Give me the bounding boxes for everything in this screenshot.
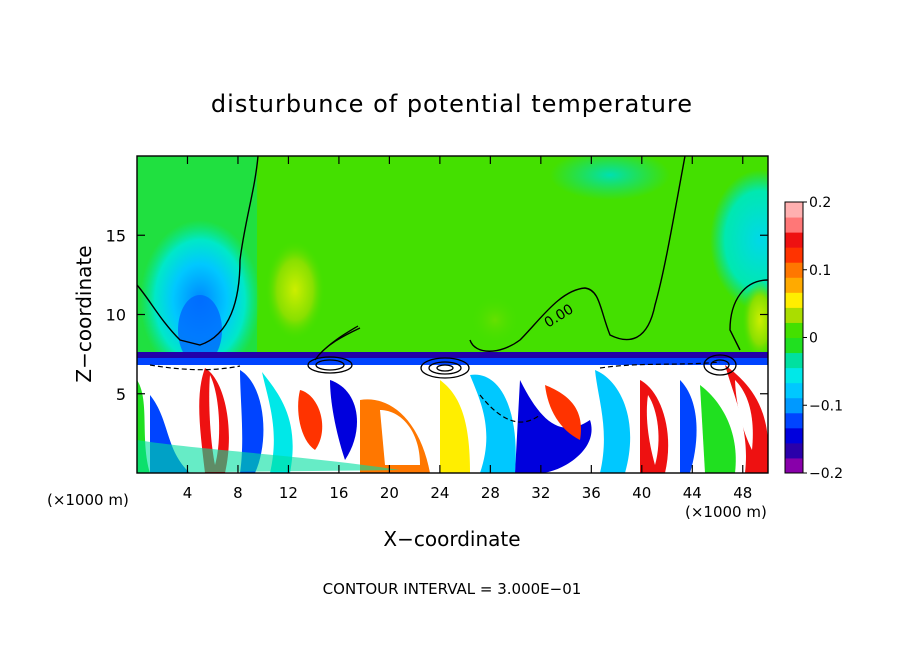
warm-anomaly: [265, 240, 325, 340]
dashed-contour-3: [479, 394, 541, 423]
colorbar-swatch: [785, 352, 803, 369]
colorbar-swatch: [785, 247, 803, 263]
colorbar-tick-label: 0.1: [809, 263, 831, 279]
y-tick-label: 15: [106, 226, 126, 245]
y-axis-label: Z−coordinate: [72, 245, 96, 382]
green-patch-1: [470, 295, 520, 345]
colorbar-tick-label: −0.1: [809, 398, 843, 414]
interface-band-navy: [137, 352, 768, 360]
colorbar-swatch: [785, 412, 803, 429]
colorbar-swatch: [785, 427, 803, 444]
contour-cluster-1: [307, 325, 361, 374]
colorbar-swatch: [785, 367, 803, 384]
zero-contour-3: [729, 279, 768, 351]
y-tick-label: 10: [106, 306, 126, 325]
colorbar-swatch: [785, 442, 803, 459]
turbulent-eddies: [137, 365, 768, 473]
plot-area: 0.00: [137, 156, 768, 473]
zero-contour-1: [137, 156, 259, 346]
colorbar-swatch: [785, 217, 803, 233]
x-tick-label: 28: [481, 484, 500, 502]
cyan-anomaly-right: [710, 170, 768, 310]
green-patch-2: [742, 280, 768, 360]
x-tick-label: 32: [531, 484, 550, 502]
y-axis-ticks: 5 10 15: [106, 226, 768, 404]
cyan-anomaly-left-core: [178, 295, 222, 365]
colorbar-swatch: [785, 232, 803, 248]
colorbar-tick-label: 0.2: [809, 195, 831, 211]
contour-cluster-2: [420, 357, 470, 379]
x-tick-label: 20: [380, 484, 399, 502]
colorbar-swatch: [785, 382, 803, 399]
colorbar-swatch: [785, 457, 803, 474]
colorbar-swatch: [785, 277, 803, 293]
colorbar-swatch: [785, 322, 803, 338]
y-tick-label: 5: [116, 385, 126, 404]
colorbar-swatch: [785, 292, 803, 308]
teal-patch: [550, 156, 670, 200]
x-tick-label: 4: [183, 484, 193, 502]
x-axis-ticks: 4 8 12 16 20 24 28 32 36 40 44 48: [183, 156, 752, 502]
x-unit-left: (×1000 m): [47, 491, 129, 509]
zero-contour-2: [469, 156, 686, 352]
x-axis-label: X−coordinate: [383, 527, 520, 551]
x-tick-label: 36: [582, 484, 601, 502]
colorbar-swatch: [785, 202, 803, 218]
colorbar-tick-label: −0.2: [809, 466, 843, 482]
x-tick-label: 24: [430, 484, 449, 502]
x-tick-label: 48: [733, 484, 752, 502]
colorbar-swatch: [785, 337, 803, 354]
x-tick-label: 16: [329, 484, 348, 502]
colorbar-tick-label: 0: [809, 331, 818, 347]
x-tick-label: 12: [279, 484, 298, 502]
chart-title: disturbunce of potential temperature: [211, 90, 693, 118]
x-unit-right: (×1000 m): [685, 503, 767, 521]
dashed-contour-1: [149, 364, 241, 371]
x-tick-label: 8: [233, 484, 243, 502]
x-tick-label: 44: [683, 484, 702, 502]
contour-interval-note: CONTOUR INTERVAL = 3.000E−01: [323, 580, 582, 598]
dashed-contour-2: [599, 361, 721, 369]
colorbar-ticks: 0.2 0.1 0 −0.1 −0.2: [803, 195, 843, 482]
colorbar: [785, 202, 803, 474]
interface-band-blue: [137, 358, 768, 365]
colorbar-swatch: [785, 262, 803, 278]
colorbar-swatch: [785, 307, 803, 323]
x-tick-label: 40: [632, 484, 651, 502]
colorbar-swatch: [785, 397, 803, 414]
contour-cluster-3: [703, 354, 737, 376]
